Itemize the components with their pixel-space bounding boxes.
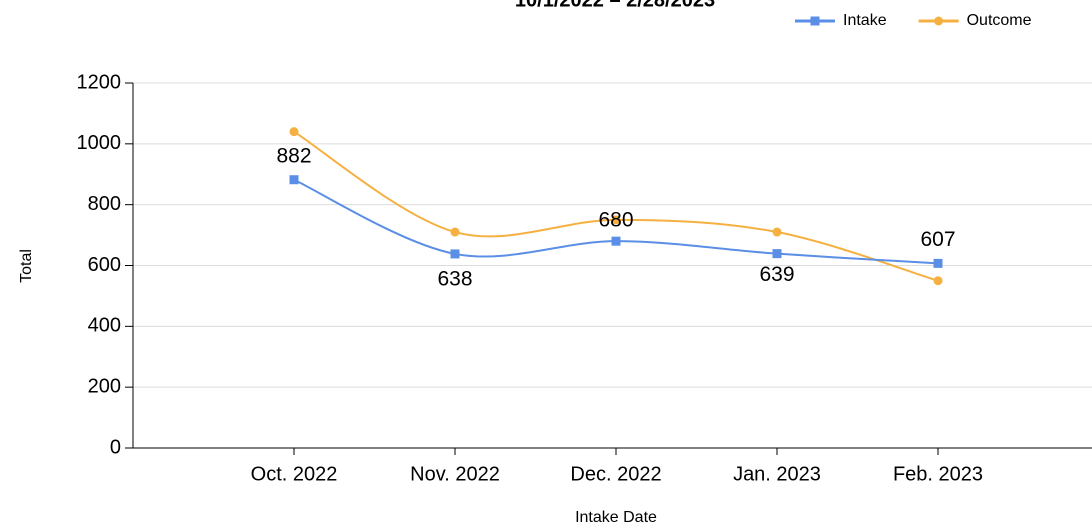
- point: [611, 215, 621, 225]
- point: [289, 127, 299, 137]
- point: [450, 227, 460, 237]
- x-tick-label: Dec. 2022: [570, 463, 661, 485]
- point: [933, 258, 943, 268]
- x-tick-label: Feb. 2023: [893, 463, 983, 485]
- y-tick-label: 200: [88, 375, 121, 397]
- y-tick-label: 400: [88, 315, 121, 337]
- point: [772, 249, 782, 259]
- y-tick-label: 800: [88, 193, 121, 215]
- point: [810, 16, 820, 26]
- data-label: 639: [759, 263, 794, 286]
- data-label: 680: [598, 209, 633, 232]
- chart-title: 10/1/2022 – 2/28/2023: [515, 0, 715, 11]
- y-tick-label: 1000: [77, 132, 122, 154]
- x-tick-label: Oct. 2022: [251, 463, 338, 485]
- legend-label: Outcome: [967, 12, 1032, 29]
- point: [934, 16, 944, 26]
- point: [289, 175, 299, 185]
- point: [772, 227, 782, 237]
- data-label: 607: [920, 228, 955, 251]
- data-label: 638: [437, 267, 472, 290]
- legend-label: Intake: [843, 12, 887, 29]
- y-tick-label: 0: [110, 436, 121, 458]
- point: [933, 276, 943, 286]
- y-tick-label: 1200: [77, 71, 122, 93]
- x-tick-label: Jan. 2023: [733, 463, 821, 485]
- x-axis-title: Intake Date: [575, 509, 657, 526]
- x-tick-label: Nov. 2022: [410, 463, 500, 485]
- y-tick-label: 600: [88, 254, 121, 276]
- y-axis-title: Total: [18, 249, 35, 283]
- data-label: 882: [276, 144, 311, 167]
- point: [611, 236, 621, 246]
- point: [450, 249, 460, 259]
